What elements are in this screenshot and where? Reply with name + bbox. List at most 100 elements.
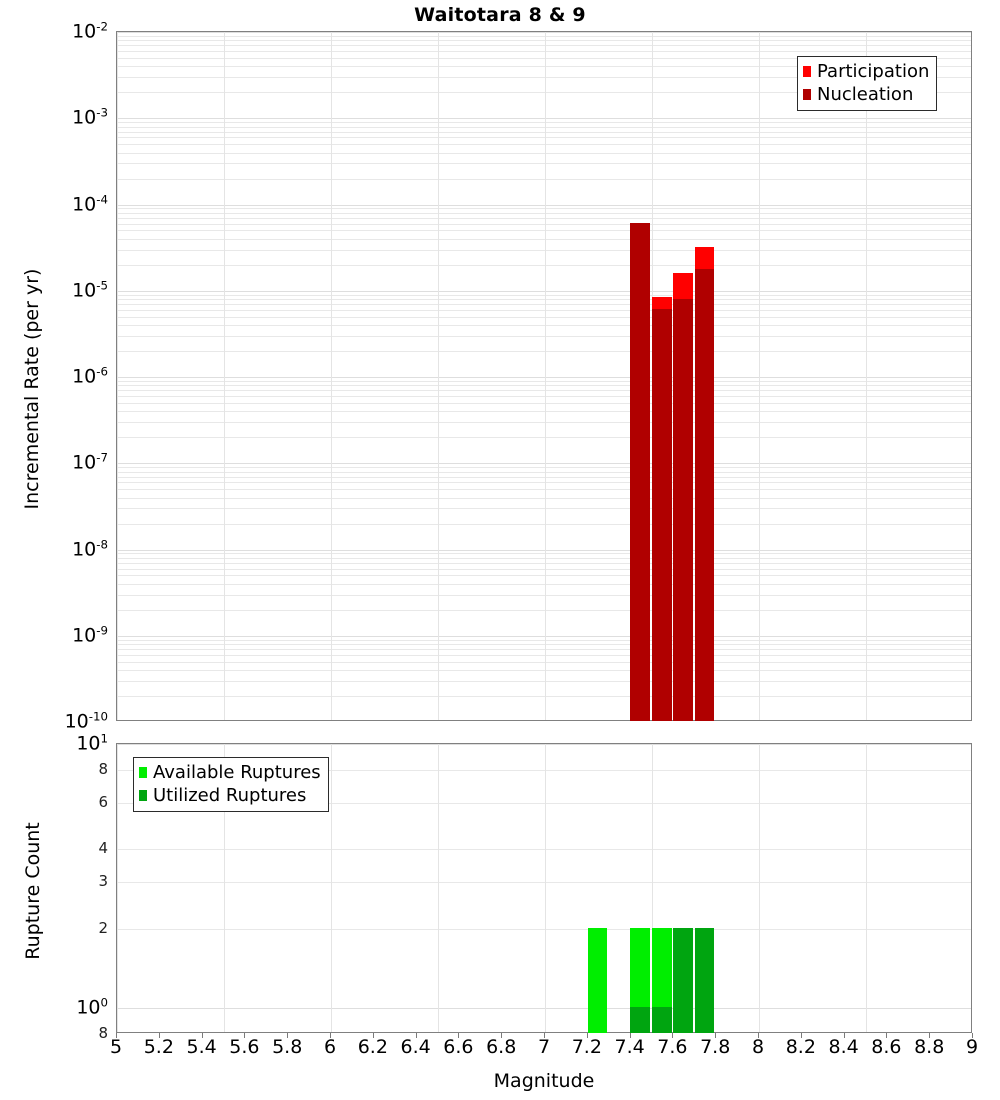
gridline-vertical [866,32,867,720]
available-ruptures-bar [651,927,672,1033]
gridline [117,325,971,327]
gridline-vertical [438,744,439,1032]
legend-item-utilized-ruptures: Utilized Ruptures [139,784,321,807]
x-tick-label: 9 [965,1036,979,1058]
gridline [117,122,971,124]
gridline [117,661,971,663]
x-tick-mark [672,1033,674,1038]
available-ruptures-bar [630,927,651,1033]
gridline [117,92,971,94]
legend-label-available-ruptures: Available Ruptures [153,761,321,783]
legend-item-available-ruptures: Available Ruptures [139,761,321,784]
nucleation-bar [651,308,672,721]
y-tick-label: 4 [98,839,108,858]
incremental-rate-plot-area [116,31,972,721]
gridline [117,644,971,646]
gridline [117,294,971,296]
participation-color-swatch [803,66,811,77]
x-tick-mark [201,1033,203,1038]
legend-label-participation: Participation [817,60,930,82]
gridline [117,304,971,306]
top-panel-legend: Participation Nucleation [797,56,938,111]
gridline [117,163,971,165]
x-tick-mark [544,1033,545,1038]
gridline [117,178,971,180]
x-tick-label: 7 [537,1036,551,1058]
gridline [117,928,971,930]
gridline [117,849,971,851]
gridline [117,523,971,525]
gridline [117,208,971,210]
bottom-panel-y-axis-label: Rupture Count [22,822,44,960]
y-tick-label: 10-2 [72,19,108,43]
x-tick-label: 5.6 [229,1036,260,1058]
gridline-vertical [652,744,653,1032]
x-tick-label: 5 [109,1036,123,1058]
gridline [117,51,971,53]
gridline [117,249,971,251]
y-tick-label: 8 [98,1024,108,1042]
available-ruptures-color-swatch [139,767,147,778]
gridline [117,670,971,672]
legend-item-participation: Participation [803,60,929,83]
x-tick-label: 8 [751,1036,765,1058]
x-tick-mark [116,1033,117,1038]
x-tick-mark [372,1033,374,1038]
gridline [117,1008,971,1010]
gridline [117,223,971,225]
gridline [117,137,971,139]
x-tick-mark [629,1033,631,1038]
gridline [117,568,971,570]
x-tick-mark [287,1033,289,1038]
gridline [117,299,971,301]
gridline [117,639,971,641]
gridline [117,380,971,382]
x-tick-mark [415,1033,417,1038]
gridline-vertical [331,32,332,720]
x-tick-mark [158,1033,160,1038]
y-tick-label: 10-6 [72,364,108,388]
gridline [117,476,971,478]
y-tick-label: 10-10 [64,709,108,733]
x-tick-label: 6.6 [443,1036,474,1058]
gridline [117,437,971,439]
utilized-ruptures-bar [630,1007,651,1033]
y-tick-label: 10-5 [72,278,108,302]
x-tick-mark [715,1033,717,1038]
gridline [117,40,971,42]
x-tick-label: 8.8 [914,1036,945,1058]
gridline [117,482,971,484]
legend-item-nucleation: Nucleation [803,83,929,106]
gridline [117,489,971,491]
x-tick-mark [800,1033,802,1038]
top-panel-y-axis-label: Incremental Rate (per yr) [21,268,43,510]
x-tick-label: 7.8 [700,1036,731,1058]
utilized-ruptures-color-swatch [139,790,147,801]
gridline [117,212,971,214]
y-tick-label: 10-9 [72,623,108,647]
y-tick-label: 3 [98,872,108,891]
gridline [117,126,971,128]
nucleation-bar [630,222,651,721]
x-tick-label: 8.4 [828,1036,859,1058]
x-tick-label: 6.4 [400,1036,431,1058]
x-tick-mark [972,1033,973,1038]
gridline [117,882,971,884]
x-axis-label: Magnitude [493,1070,595,1092]
x-tick-label: 8.2 [785,1036,816,1058]
gridline-vertical [331,744,332,1032]
gridline [117,35,971,37]
gridline-vertical [438,32,439,720]
gridline [117,635,971,637]
gridline [117,131,971,133]
y-tick-label: 10-8 [72,536,108,561]
y-tick-label: 8 [98,759,108,778]
gridline-vertical [759,32,760,720]
x-tick-mark [501,1033,503,1038]
gridline [117,238,971,240]
x-tick-label: 7.6 [657,1036,688,1058]
available-ruptures-bar [587,927,608,1033]
nucleation-bar [694,268,715,721]
gridline [117,557,971,559]
